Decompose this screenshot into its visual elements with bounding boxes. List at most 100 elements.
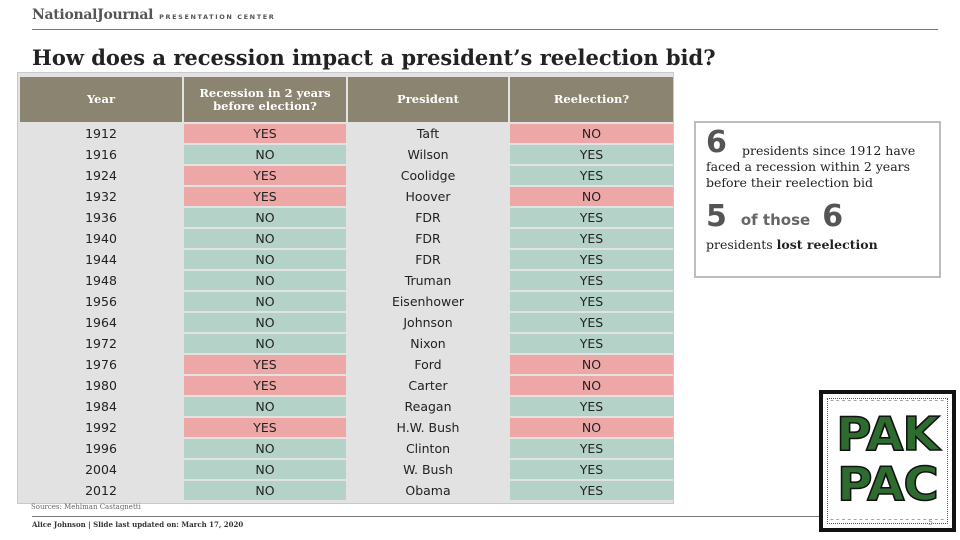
stat-number-presidents: 6: [706, 125, 727, 160]
table-cell-recession: YES: [184, 166, 346, 185]
table-cell-president: Wilson: [348, 145, 508, 164]
table-cell-reelection: YES: [510, 145, 673, 164]
table-cell-president: Reagan: [348, 397, 508, 416]
sources-note: Sources: Mehlman Castagnetti: [31, 503, 141, 511]
table-cell-year: 1964: [20, 313, 182, 332]
table-cell-reelection: YES: [510, 313, 673, 332]
table-row: 1972 NO Nixon YES: [20, 334, 673, 353]
table-cell-president: FDR: [348, 250, 508, 269]
table-cell-president: H.W. Bush: [348, 418, 508, 437]
table-cell-reelection: NO: [510, 418, 673, 437]
table-cell-year: 1972: [20, 334, 182, 353]
table-cell-reelection: NO: [510, 124, 673, 143]
column-header-year: Year: [20, 77, 182, 122]
table-cell-year: 1984: [20, 397, 182, 416]
table-cell-recession: NO: [184, 334, 346, 353]
logo-word-bottom: PAC: [836, 457, 939, 511]
table-cell-recession: NO: [184, 271, 346, 290]
table-cell-recession: NO: [184, 313, 346, 332]
table-cell-recession: NO: [184, 460, 346, 479]
stat-lost-bold: lost reelection: [776, 237, 878, 252]
brand-name: NationalJournal: [32, 7, 154, 23]
logo-script-decoration: ~ ~ ~ ~ ~ ~ ~ ~ ~ ~ ~ ~ ~ ~ ~ ~ ~ ~ ~ ~ …: [830, 399, 945, 404]
logo-border: ~ ~ ~ ~ ~ ~ ~ ~ ~ ~ ~ ~ ~ ~ ~ ~ ~ ~ ~ ~ …: [827, 398, 948, 524]
table-cell-reelection: YES: [510, 334, 673, 353]
slide-title: How does a recession impact a president’…: [32, 45, 716, 70]
table-cell-recession: NO: [184, 481, 346, 500]
table-row: 1976 YES Ford NO: [20, 355, 673, 374]
table-cell-recession: YES: [184, 124, 346, 143]
table-header-row: Year Recession in 2 years before electio…: [20, 77, 673, 122]
table-cell-recession: NO: [184, 145, 346, 164]
bottom-divider: [32, 516, 938, 517]
table-row: 1936 NO FDR YES: [20, 208, 673, 227]
table-cell-president: FDR: [348, 229, 508, 248]
table-cell-president: Obama: [348, 481, 508, 500]
stats-callout: 6 presidents since 1912 have faced a rec…: [694, 121, 941, 278]
table-cell-reelection: YES: [510, 292, 673, 311]
page-number: 5: [928, 518, 934, 527]
stat-lost-prefix: presidents: [706, 237, 773, 252]
table-cell-recession: NO: [184, 397, 346, 416]
logo-word-top: PAK: [835, 407, 940, 461]
table-cell-reelection: NO: [510, 187, 673, 206]
table-row: 1948 NO Truman YES: [20, 271, 673, 290]
table-cell-recession: NO: [184, 439, 346, 458]
table-cell-president: Johnson: [348, 313, 508, 332]
table-cell-year: 1992: [20, 418, 182, 437]
table-cell-year: 1944: [20, 250, 182, 269]
table-cell-reelection: YES: [510, 481, 673, 500]
table-row: 2012 NO Obama YES: [20, 481, 673, 500]
table-cell-president: Taft: [348, 124, 508, 143]
table-cell-year: 1948: [20, 271, 182, 290]
table-body: 1912 YES Taft NO 1916 NO Wilson YES 1924 YES Cooli…: [20, 124, 673, 500]
table-cell-reelection: YES: [510, 439, 673, 458]
table-cell-reelection: NO: [510, 355, 673, 374]
table-row: 1916 NO Wilson YES: [20, 145, 673, 164]
brand-subtitle: PRESENTATION CENTER: [159, 13, 276, 21]
stat-lost-line: presidents lost reelection: [706, 237, 931, 252]
table-cell-reelection: YES: [510, 397, 673, 416]
table-cell-president: Hoover: [348, 187, 508, 206]
table-cell-year: 1996: [20, 439, 182, 458]
table-row: 1992 YES H.W. Bush NO: [20, 418, 673, 437]
table-cell-president: W. Bush: [348, 460, 508, 479]
table-cell-recession: YES: [184, 355, 346, 374]
table-cell-president: Nixon: [348, 334, 508, 353]
pak-pac-logo: ~ ~ ~ ~ ~ ~ ~ ~ ~ ~ ~ ~ ~ ~ ~ ~ ~ ~ ~ ~ …: [819, 390, 956, 532]
table-row: 1912 YES Taft NO: [20, 124, 673, 143]
logo-script-decoration-bottom: ~ ~ ~ ~ ~ ~ ~ ~ ~ ~ ~ ~ ~ ~ ~ ~ ~ ~ ~ ~ …: [830, 518, 945, 523]
table-cell-year: 1936: [20, 208, 182, 227]
table-cell-recession: NO: [184, 250, 346, 269]
table-cell-reelection: YES: [510, 166, 673, 185]
table-cell-year: 1940: [20, 229, 182, 248]
table-cell-reelection: YES: [510, 229, 673, 248]
table-cell-year: 2004: [20, 460, 182, 479]
table-cell-recession: YES: [184, 187, 346, 206]
stat-number-total: 6: [822, 199, 844, 234]
table-cell-recession: YES: [184, 376, 346, 395]
table-cell-president: Coolidge: [348, 166, 508, 185]
table-row: 2004 NO W. Bush YES: [20, 460, 673, 479]
table-cell-reelection: YES: [510, 250, 673, 269]
table-row: 1924 YES Coolidge YES: [20, 166, 673, 185]
table-cell-president: Eisenhower: [348, 292, 508, 311]
table-row: 1996 NO Clinton YES: [20, 439, 673, 458]
table-row: 1984 NO Reagan YES: [20, 397, 673, 416]
table-cell-recession: YES: [184, 418, 346, 437]
table-row: 1944 NO FDR YES: [20, 250, 673, 269]
table-cell-year: 1976: [20, 355, 182, 374]
table-cell-reelection: YES: [510, 271, 673, 290]
table-cell-president: Clinton: [348, 439, 508, 458]
table-row: 1980 YES Carter NO: [20, 376, 673, 395]
table-row: 1932 YES Hoover NO: [20, 187, 673, 206]
stat-description: presidents since 1912 have faced a reces…: [706, 143, 916, 190]
table-row: 1940 NO FDR YES: [20, 229, 673, 248]
table-cell-year: 1912: [20, 124, 182, 143]
table-cell-president: Carter: [348, 376, 508, 395]
table-cell-year: 1924: [20, 166, 182, 185]
footer-text: Alice Johnson | Slide last updated on: M…: [32, 520, 244, 529]
table-cell-reelection: NO: [510, 376, 673, 395]
table-row: 1956 NO Eisenhower YES: [20, 292, 673, 311]
table-cell-reelection: YES: [510, 460, 673, 479]
